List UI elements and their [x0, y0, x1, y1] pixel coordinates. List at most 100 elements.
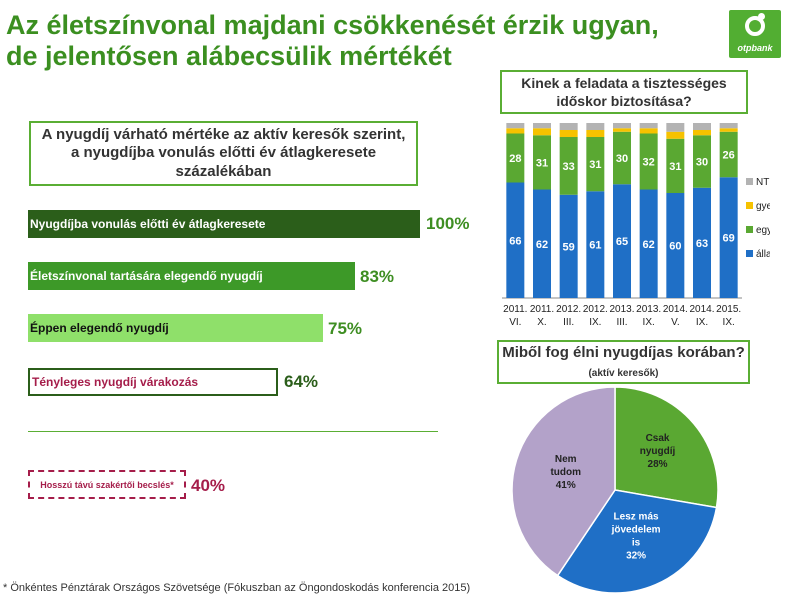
legend-swatch-egyen — [746, 226, 753, 233]
bar-segment-gyerekei — [666, 131, 685, 139]
bar-segment-egyen — [586, 137, 605, 192]
x-tick-label: VI. — [509, 317, 521, 328]
pie-label-lesz-mas-jovedelem-is: Lesz más jövedelem is 32% — [611, 512, 661, 562]
bar-segment-gyerekei — [533, 128, 551, 136]
pie-chart: Csak nyugdíj 28% Lesz más jövedelem is 32% Nem t… — [511, 386, 719, 594]
x-tick-label: 2011. — [503, 304, 527, 315]
bar-segment-nt — [639, 123, 658, 129]
bar-segment-nt — [613, 123, 631, 129]
bar-segment-gyerekei — [613, 128, 631, 132]
title-line-2: de jelentősen alábecsülik mértékét — [6, 41, 452, 72]
bar-segment-allam — [639, 189, 658, 298]
x-tick-label: III. — [616, 317, 627, 328]
bar-segment-allam — [586, 191, 605, 298]
legend-label-nt: NT — [756, 177, 769, 188]
bar-segment-nt — [506, 123, 525, 129]
bar-value-label: 59 — [563, 241, 575, 253]
bar-value-label: 31 — [669, 161, 681, 173]
bar-segment-gyerekei — [719, 128, 738, 132]
bar-value-label: 66 — [509, 235, 521, 247]
pie-chart-subtitle: (aktív keresők) — [588, 367, 659, 379]
logo-ring-icon — [745, 16, 765, 36]
pie-slice-lesz-mas-jovedelem-is — [556, 489, 718, 594]
pie-label-csak-nyugdij: Csak nyugdíj 28% — [640, 433, 676, 470]
bar-value-label: 30 — [616, 153, 628, 165]
bar-value-label: 61 — [589, 240, 601, 252]
bar-value-label: 31 — [536, 157, 548, 169]
bar-value-label: 31 — [589, 159, 601, 171]
slide-title: Az életszínvonal majdani csökkenését érz… — [6, 10, 736, 72]
bar-segment-nt — [693, 123, 711, 130]
bar-segment-egyen — [559, 137, 578, 195]
pension-bar-3: Éppen elegendő nyugdíj — [28, 314, 323, 342]
bar-segment-allam — [559, 194, 578, 298]
bar-value-label: 26 — [723, 150, 735, 162]
bar-value-label: 30 — [696, 157, 708, 169]
x-tick-label: 2012. — [583, 304, 608, 315]
bar-segment-egyen — [506, 133, 525, 183]
pension-bar-4: Tényleges nyugdíj várakozás — [28, 368, 278, 396]
bar-segment-gyerekei — [586, 130, 605, 137]
x-tick-label: IX. — [696, 317, 708, 328]
x-tick-label: 2013. — [636, 304, 661, 315]
bar-segment-allam — [533, 189, 551, 298]
pie-slice-csak-nyugdij — [614, 386, 719, 509]
x-tick-label: IX. — [643, 317, 655, 328]
bar-segment-egyen — [533, 135, 551, 190]
x-tick-label: IX. — [723, 317, 735, 328]
legend-swatch-allam — [746, 250, 753, 257]
bar-segment-allam — [719, 177, 738, 298]
x-tick-label: V. — [671, 317, 680, 328]
bar-segment-gyerekei — [693, 130, 711, 136]
bar-segment-nt — [666, 123, 685, 132]
x-tick-label: 2014. — [689, 304, 714, 315]
bar-value-label: 32 — [643, 157, 655, 169]
bar-value-label: 69 — [723, 233, 735, 245]
bar-segment-nt — [559, 123, 578, 130]
legend-label-allam: állam — [756, 249, 770, 260]
x-tick-label: IX. — [589, 317, 601, 328]
bar-value-label: 63 — [696, 238, 708, 250]
x-tick-label: 2011. — [530, 304, 554, 315]
x-tick-label: III. — [563, 317, 574, 328]
logo-dot-icon — [758, 13, 765, 20]
pie-slice-nem-tudom — [511, 386, 616, 577]
section-divider — [28, 431, 438, 432]
x-tick-label: 2014. — [663, 304, 688, 315]
bar-value-label: 65 — [616, 236, 628, 248]
pension-bar-1: Nyugdíjba vonulás előtti év átlagkereset… — [28, 210, 420, 238]
bar-value-label: 33 — [563, 161, 575, 173]
pie-chart-title: Miből fog élni nyugdíjas korában? — [502, 344, 745, 361]
bar-segment-allam — [666, 193, 685, 298]
pension-bar-2-value: 83% — [360, 267, 395, 286]
bar-value-label: 60 — [669, 241, 681, 253]
stacked-bar-chart: 66 28 2011. VI. 62 31 2011. X. 59 33 2012. III. 61 31… — [502, 123, 770, 328]
bar-segment-nt — [586, 123, 605, 130]
bar-segment-allam — [613, 184, 631, 298]
expert-estimate-value: 40% — [191, 476, 226, 495]
pie-label-nem-tudom: Nem tudom 41% — [550, 454, 581, 491]
otp-logo: otpbank — [729, 10, 781, 58]
pension-bar-1-value: 100% — [426, 214, 470, 233]
bar-segment-nt — [719, 123, 738, 129]
bar-segment-egyen — [666, 138, 685, 193]
pension-bar-3-value: 75% — [328, 319, 363, 338]
bar-value-label: 62 — [643, 239, 655, 251]
bar-chart-title: Kinek a feladata a tisztességes időskor … — [500, 70, 748, 114]
bar-value-label: 28 — [509, 153, 521, 165]
bar-segment-egyen — [693, 135, 711, 188]
x-tick-label: 2013. — [609, 304, 634, 315]
legend-swatch-nt — [746, 178, 753, 185]
bar-segment-egyen — [613, 131, 631, 185]
bar-segment-nt — [533, 123, 551, 129]
legend-swatch-gyerekei — [746, 202, 753, 209]
legend-label-gyerekei: gyerekei — [756, 201, 770, 212]
bar-segment-gyerekei — [639, 128, 658, 134]
x-tick-label: X. — [537, 317, 546, 328]
title-line-1: Az életszínvonal majdani csökkenését érz… — [6, 10, 659, 40]
logo-text: otpbank — [737, 43, 773, 53]
legend-label-egyen: egyén — [756, 225, 770, 236]
pension-question-box: A nyugdíj várható mértéke az aktív keres… — [29, 121, 418, 186]
bar-segment-allam — [506, 182, 525, 298]
bar-segment-gyerekei — [559, 130, 578, 137]
